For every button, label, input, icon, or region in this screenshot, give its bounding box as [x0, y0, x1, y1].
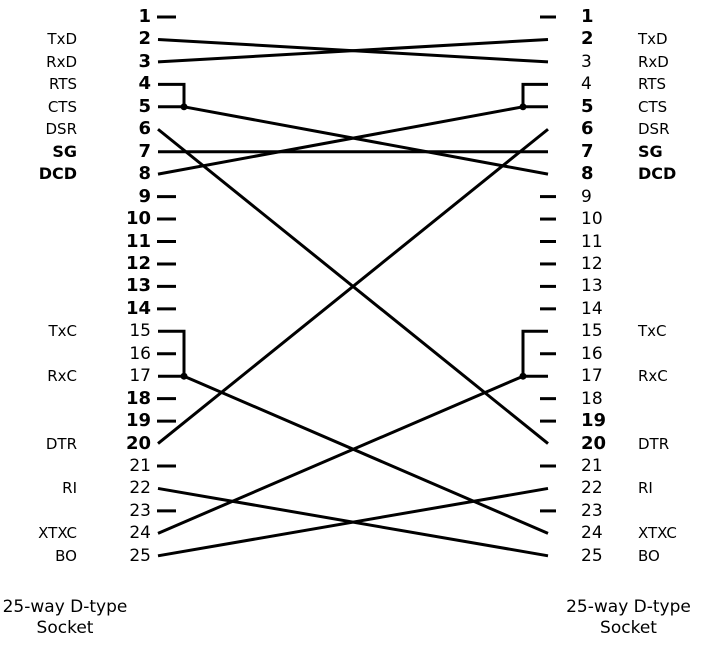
right-pin-2: 2 [581, 28, 594, 50]
right-signal-dcd: DCD [638, 164, 677, 184]
right-signal-rxc: RxC [638, 367, 668, 386]
right-pin-10: 10 [581, 209, 603, 230]
right-pin-11: 11 [581, 231, 603, 252]
right-pin-4: 4 [581, 74, 592, 95]
right-pin-8: 8 [581, 163, 594, 185]
wire-5-to-8 [183, 105, 549, 176]
right-pin-12: 12 [581, 253, 603, 274]
left-pin-11: 11 [125, 230, 151, 252]
left-pin-10: 10 [125, 208, 151, 230]
right-pin-13: 13 [581, 276, 603, 297]
left-pin-13: 13 [125, 275, 151, 297]
left-signal-rts: RTS [48, 75, 77, 94]
left-signal-dtr: DTR [45, 434, 77, 453]
right-pin-19: 19 [581, 410, 607, 432]
left-signal-txd: TxD [47, 30, 77, 49]
left-signal-rxd: RxD [46, 52, 77, 71]
right-signal-txc: TxC [638, 322, 667, 341]
left-signal-txc: TxC [48, 322, 77, 341]
right-pin-16: 16 [581, 343, 603, 364]
left-pin-3: 3 [138, 50, 151, 72]
right-signal-dsr: DSR [638, 120, 670, 139]
right-signal-rxd: RxD [638, 52, 669, 71]
right-pin-20: 20 [581, 432, 607, 454]
left-pin-6: 6 [138, 118, 151, 140]
right-pin-24: 24 [581, 523, 603, 544]
right-pin-1: 1 [581, 6, 594, 27]
left-pin-24: 24 [129, 523, 151, 544]
right-signal-cts: CTS [638, 97, 668, 116]
right-pin-7: 7 [581, 140, 594, 162]
wire-20-to-6 [157, 128, 549, 445]
left-signal-bo: BO [55, 546, 77, 565]
left-signal-dcd: DCD [38, 164, 77, 184]
right-pin-21: 21 [581, 456, 603, 476]
wire-25-to-22 [157, 486, 549, 558]
right-signal-dtr: DTR [638, 434, 670, 453]
left-pin-16: 16 [129, 343, 151, 364]
left-pin-12: 12 [125, 252, 151, 274]
left-pin-1: 1 [138, 6, 151, 27]
right-signal-txd: TxD [638, 30, 668, 49]
right-signal-xtxc: XTXC [638, 524, 677, 543]
left-pin-21: 21 [129, 456, 151, 476]
left-connector-caption: 25-way D-type Socket [0, 597, 130, 639]
right-pin-25: 25 [581, 545, 603, 566]
left-pin-5: 5 [138, 95, 151, 117]
right-signal-ri: RI [638, 479, 653, 498]
left-loopback-4-5 [158, 82, 186, 107]
left-pin-9: 9 [138, 185, 151, 207]
right-connector-caption: 25-way D-type Socket [548, 597, 709, 639]
left-signal-dsr: DSR [45, 120, 78, 139]
left-pin-15: 15 [129, 321, 151, 342]
left-pin-2: 2 [138, 28, 151, 50]
left-signal-sg: SG [52, 141, 77, 161]
right-caption-line2: Socket [600, 618, 657, 638]
right-pin-3: 3 [581, 51, 592, 72]
wire-8-to-5 [157, 105, 524, 176]
left-pin-18: 18 [125, 387, 151, 409]
left-signal-rxc: RxC [47, 367, 77, 386]
right-loopback-15-17 [521, 329, 548, 377]
left-pin-14: 14 [125, 297, 151, 319]
left-pin-17: 17 [129, 366, 151, 387]
right-pin-17: 17 [581, 366, 603, 387]
left-signal-ri: RI [62, 479, 77, 498]
left-pin-8: 8 [138, 163, 151, 185]
right-pin-6: 6 [581, 118, 594, 140]
right-pin-5: 5 [581, 95, 594, 117]
right-pin-18: 18 [581, 388, 603, 409]
wire-3-to-2 [157, 37, 549, 64]
wire-17-to-24 [183, 374, 549, 535]
right-loopback-4-5 [521, 82, 548, 107]
left-caption-line1: 25-way D-type [2, 597, 128, 617]
left-signal-xtxc: XTXC [38, 524, 77, 543]
left-signal-cts: CTS [47, 97, 77, 116]
left-pin-20: 20 [125, 432, 151, 454]
left-pin-19: 19 [125, 410, 151, 432]
right-pin-23: 23 [581, 500, 603, 521]
right-pin-9: 9 [581, 186, 592, 207]
left-pin-4: 4 [138, 73, 151, 95]
right-signal-sg: SG [638, 141, 663, 161]
right-pin-22: 22 [581, 478, 603, 499]
left-caption-line2: Socket [36, 618, 94, 638]
left-pin-7: 7 [138, 140, 151, 162]
left-pin-23: 23 [129, 500, 151, 521]
right-pin-14: 14 [581, 298, 603, 319]
left-loopback-15-17 [158, 329, 186, 377]
left-pin-25: 25 [129, 545, 151, 566]
right-signal-bo: BO [638, 546, 660, 565]
left-pin-22: 22 [129, 478, 151, 499]
wire-24-to-17 [157, 374, 524, 535]
right-signal-rts: RTS [638, 75, 667, 94]
right-pin-15: 15 [581, 321, 603, 342]
right-caption-line1: 25-way D-type [566, 597, 691, 617]
